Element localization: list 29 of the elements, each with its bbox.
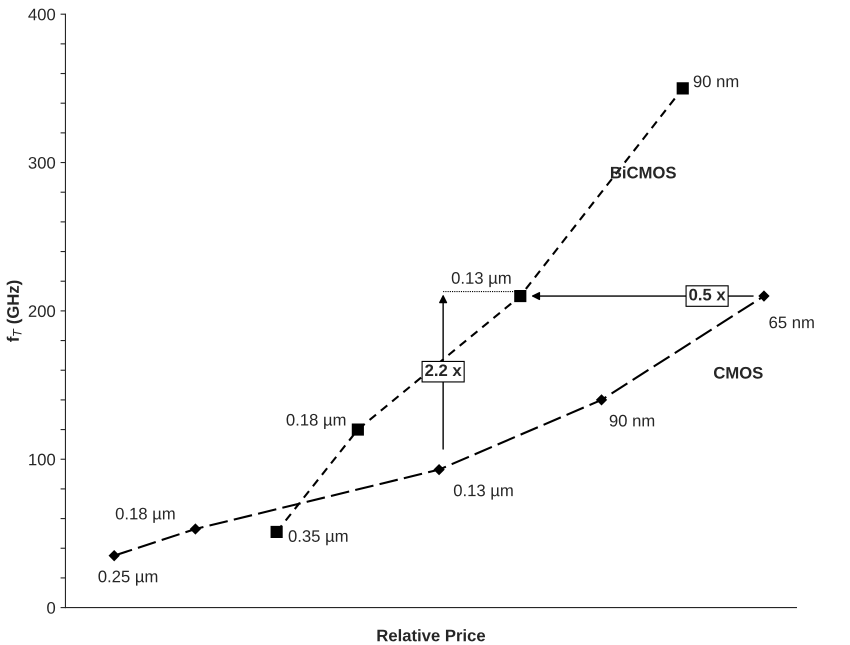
annotation: 0.13 µm <box>452 272 511 288</box>
annotation: 0.35 µm <box>288 530 348 546</box>
y-axis-title: f$_{T}$ (GHz) <box>6 280 22 342</box>
annotation: 0.5 x <box>689 288 726 301</box>
point <box>190 524 201 534</box>
point <box>758 290 770 302</box>
point <box>676 82 689 94</box>
annotation: 2.2 x <box>425 364 462 376</box>
y-tick-label: 100 <box>29 454 56 466</box>
point <box>352 423 364 436</box>
annotation: 90 nm <box>694 75 738 88</box>
y-tick-label: 0 <box>47 602 56 614</box>
annotation: 0.18 µm <box>286 414 346 430</box>
point <box>434 464 445 476</box>
point <box>108 550 120 562</box>
annotation: 0.13 µm <box>454 484 513 500</box>
x-axis-title: Relative Price <box>377 629 486 642</box>
annotation: 0.18 µm <box>116 508 175 523</box>
y-tick-label: 300 <box>28 156 56 169</box>
y-tick-label: 200 <box>28 305 56 318</box>
annotation: 0.25 µm <box>98 570 158 586</box>
annotation: 65 nm <box>769 316 814 328</box>
point <box>270 526 283 538</box>
point <box>596 394 607 406</box>
y-tick-label: 400 <box>28 8 56 20</box>
series-label: CMOS <box>714 366 763 379</box>
annotation: 90 nm <box>610 414 654 427</box>
point <box>514 290 526 302</box>
series-label: BiCMOS <box>610 166 676 178</box>
